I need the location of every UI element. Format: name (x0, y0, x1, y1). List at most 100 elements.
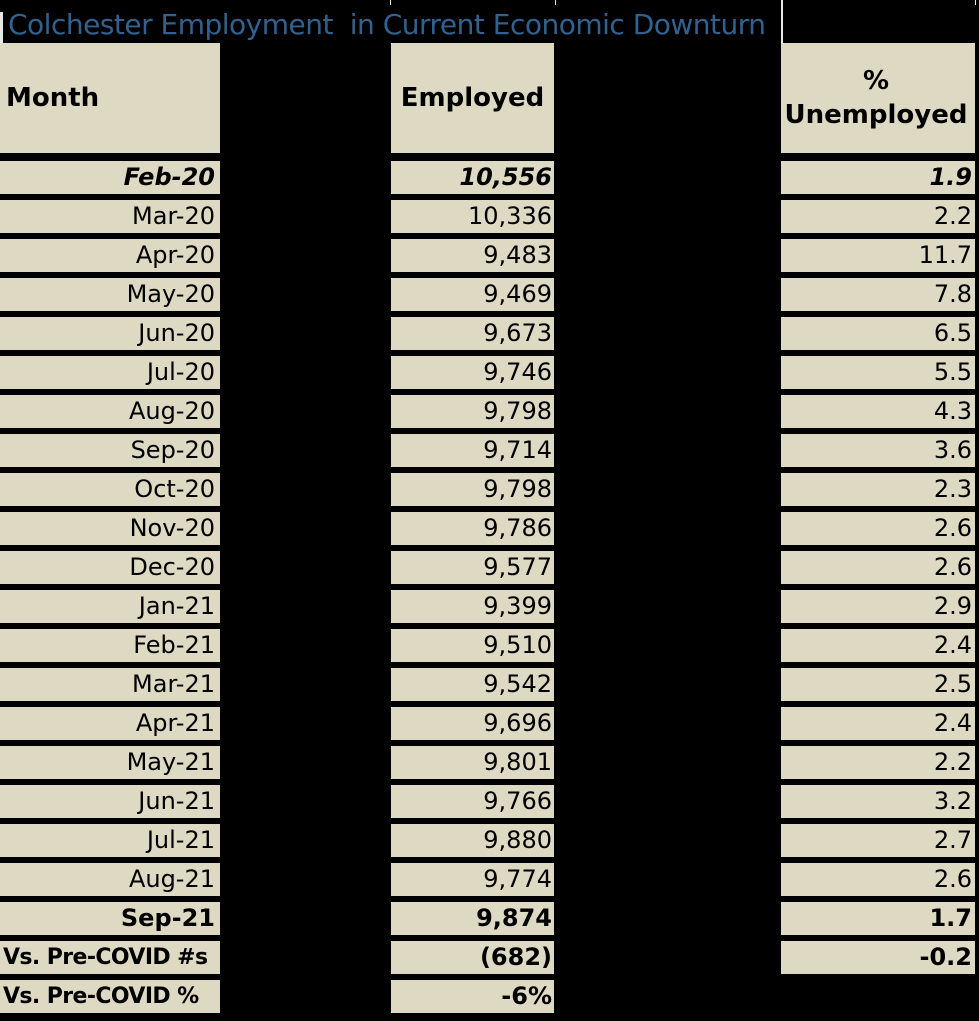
table-row: Vs. Pre-COVID #s (682) -0.2 (0, 941, 979, 980)
table-row: Sep-21 9,874 1.7 (0, 902, 979, 941)
column-boundary-tick (555, 0, 556, 5)
employed-cell[interactable]: 9,801 (391, 746, 554, 779)
unemployed-cell[interactable]: 1.9 (781, 161, 975, 194)
unemployed-cell[interactable]: 2.2 (781, 200, 975, 233)
employed-cell[interactable]: 9,786 (391, 512, 554, 545)
table-row: Jan-21 9,399 2.9 (0, 590, 979, 629)
month-cell[interactable]: Mar-21 (0, 668, 220, 701)
employed-cell[interactable]: 9,798 (391, 473, 554, 506)
table-row: Apr-21 9,696 2.4 (0, 707, 979, 746)
header-unemployed-line1: % (862, 66, 890, 96)
table-row: Aug-21 9,774 2.6 (0, 863, 979, 902)
employed-cell[interactable]: 9,483 (391, 239, 554, 272)
unemployed-cell[interactable]: 5.5 (781, 356, 975, 389)
employed-cell[interactable]: 9,510 (391, 629, 554, 662)
employed-cell[interactable]: 9,746 (391, 356, 554, 389)
month-cell[interactable]: Feb-20 (0, 161, 220, 194)
employed-cell[interactable]: 9,399 (391, 590, 554, 623)
unemployed-cell[interactable]: 2.6 (781, 551, 975, 584)
month-cell[interactable]: Aug-21 (0, 863, 220, 896)
employed-cell[interactable]: 9,880 (391, 824, 554, 857)
header-unemployed-line2: Unemployed (784, 100, 968, 130)
table-row: Feb-20 10,556 1.9 (0, 161, 979, 200)
unemployed-cell[interactable]: 2.7 (781, 824, 975, 857)
month-cell[interactable]: Aug-20 (0, 395, 220, 428)
employed-cell[interactable]: 9,798 (391, 395, 554, 428)
unemployed-cell[interactable]: 3.6 (781, 434, 975, 467)
unemployed-cell[interactable]: 2.9 (781, 590, 975, 623)
unemployed-cell[interactable]: 2.3 (781, 473, 975, 506)
table-row: Jul-20 9,746 5.5 (0, 356, 979, 395)
title-left-border-line (0, 12, 3, 43)
table-row: Feb-21 9,510 2.4 (0, 629, 979, 668)
month-cell[interactable]: Vs. Pre-COVID #s (0, 941, 220, 974)
employed-cell[interactable]: 10,556 (391, 161, 554, 194)
column-boundary-tick (390, 0, 391, 5)
unemployed-cell[interactable]: 4.3 (781, 395, 975, 428)
unemployed-cell[interactable]: 2.6 (781, 863, 975, 896)
title-separator-line (781, 0, 783, 43)
employed-cell[interactable]: (682) (391, 941, 554, 974)
month-cell[interactable]: Mar-20 (0, 200, 220, 233)
unemployed-cell[interactable]: 2.6 (781, 512, 975, 545)
month-cell[interactable]: Vs. Pre-COVID % (0, 980, 220, 1013)
employed-cell[interactable]: 10,336 (391, 200, 554, 233)
month-cell[interactable]: Jul-20 (0, 356, 220, 389)
table-row: Vs. Pre-COVID % -6% (0, 980, 979, 1019)
table-row: Mar-21 9,542 2.5 (0, 668, 979, 707)
month-cell[interactable]: Apr-21 (0, 707, 220, 740)
unemployed-cell[interactable]: 2.4 (781, 707, 975, 740)
employed-cell[interactable]: 9,577 (391, 551, 554, 584)
table-row: Jul-21 9,880 2.7 (0, 824, 979, 863)
employed-cell[interactable]: 9,673 (391, 317, 554, 350)
table-row: Nov-20 9,786 2.6 (0, 512, 979, 551)
table-row: May-21 9,801 2.2 (0, 746, 979, 785)
month-cell[interactable]: Feb-21 (0, 629, 220, 662)
unemployed-cell[interactable]: 6.5 (781, 317, 975, 350)
month-cell[interactable]: May-21 (0, 746, 220, 779)
unemployed-cell[interactable]: 1.7 (781, 902, 975, 935)
month-cell[interactable]: Jul-21 (0, 824, 220, 857)
column-boundary-tick (975, 0, 976, 5)
month-cell[interactable]: Nov-20 (0, 512, 220, 545)
employed-cell[interactable]: 9,714 (391, 434, 554, 467)
unemployed-cell[interactable]: 7.8 (781, 278, 975, 311)
header-month[interactable]: Month (0, 43, 220, 153)
unemployed-cell[interactable]: 2.2 (781, 746, 975, 779)
month-cell[interactable]: Sep-21 (0, 902, 220, 935)
table-row: Jun-21 9,766 3.2 (0, 785, 979, 824)
unemployed-cell[interactable]: -0.2 (781, 941, 975, 974)
month-cell[interactable]: May-20 (0, 278, 220, 311)
title-bar: Colchester Employment in Current Economi… (0, 0, 979, 43)
unemployed-cell[interactable]: 3.2 (781, 785, 975, 818)
employed-cell[interactable]: 9,542 (391, 668, 554, 701)
month-cell[interactable]: Apr-20 (0, 239, 220, 272)
unemployed-cell[interactable]: 2.4 (781, 629, 975, 662)
table-row: May-20 9,469 7.8 (0, 278, 979, 317)
employed-cell[interactable]: 9,696 (391, 707, 554, 740)
table-row: Apr-20 9,483 11.7 (0, 239, 979, 278)
unemployed-cell[interactable]: 2.5 (781, 668, 975, 701)
header-employed[interactable]: Employed (391, 43, 554, 153)
header-unemployed[interactable]: % Unemployed (781, 43, 975, 153)
month-cell[interactable]: Jun-21 (0, 785, 220, 818)
employed-cell[interactable]: 9,774 (391, 863, 554, 896)
employed-cell[interactable]: 9,469 (391, 278, 554, 311)
employed-cell[interactable]: -6% (391, 980, 554, 1013)
table-row: Jun-20 9,673 6.5 (0, 317, 979, 356)
header-row: Month Employed % Unemployed (0, 43, 979, 153)
table-row: Dec-20 9,577 2.6 (0, 551, 979, 590)
month-cell[interactable]: Jun-20 (0, 317, 220, 350)
unemployed-cell[interactable]: 11.7 (781, 239, 975, 272)
month-cell[interactable]: Oct-20 (0, 473, 220, 506)
table-row: Aug-20 9,798 4.3 (0, 395, 979, 434)
month-cell[interactable]: Jan-21 (0, 590, 220, 623)
employed-cell[interactable]: 9,874 (391, 902, 554, 935)
table-body: Feb-20 10,556 1.9 Mar-20 10,336 2.2 Apr-20 9,48… (0, 161, 979, 1019)
employed-cell[interactable]: 9,766 (391, 785, 554, 818)
month-cell[interactable]: Sep-20 (0, 434, 220, 467)
month-cell[interactable]: Dec-20 (0, 551, 220, 584)
sheet-title: Colchester Employment in Current Economi… (8, 8, 766, 41)
table-row: Oct-20 9,798 2.3 (0, 473, 979, 512)
